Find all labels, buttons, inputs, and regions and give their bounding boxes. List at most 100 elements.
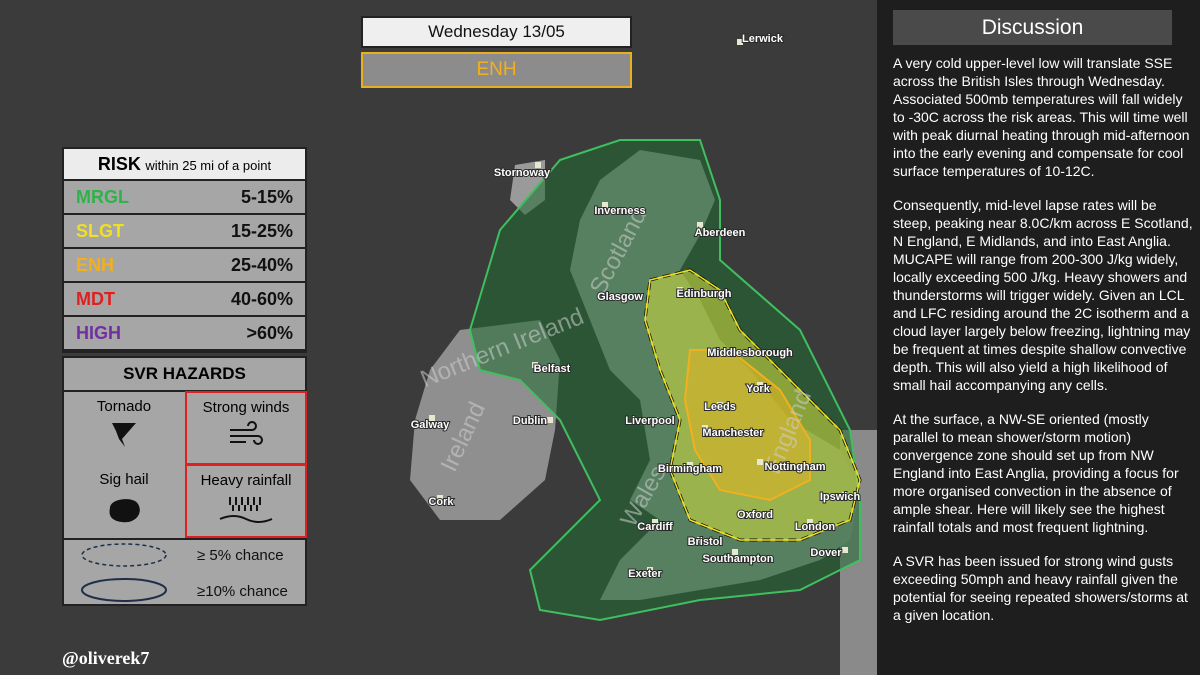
discussion-paragraph: At the surface, a NW-SE oriented (mostly…: [893, 411, 1179, 535]
risk-range: 15-25%: [230, 220, 293, 241]
place-dot: [807, 519, 813, 525]
hazards-panel: SVR HAZARDS Tornado Strong winds Sig hai…: [62, 356, 307, 606]
hail-icon: [109, 499, 140, 523]
place-label: Lerwick: [742, 33, 784, 45]
place-dot: [697, 222, 703, 228]
hazard-label: Sig hail: [99, 471, 149, 488]
discussion-paragraph: Consequently, mid-level lapse rates will…: [893, 197, 1193, 393]
place-dot: [717, 402, 723, 408]
legend-dashed: [81, 543, 167, 567]
place-dot: [652, 519, 658, 525]
discussion-text: A very cold upper-level low will transla…: [893, 54, 1193, 640]
level-box: ENH: [361, 52, 632, 88]
place-label: Southampton: [703, 553, 774, 565]
date: Wednesday 13/05: [428, 22, 565, 41]
discussion-panel: Discussion A very cold upper-level low w…: [877, 0, 1200, 675]
place-label: Middlesborough: [707, 347, 793, 359]
risk-range: 25-40%: [230, 254, 293, 275]
slgt-outline: [644, 269, 861, 541]
place-dot: [737, 39, 743, 45]
place-dot: [757, 382, 763, 388]
risk-level: ENH: [476, 59, 517, 80]
place-label: Manchester: [702, 427, 764, 439]
risk-title: RISK: [97, 154, 141, 174]
risk-row: SLGT 15-25%: [64, 215, 305, 249]
place-label: Birmingham: [658, 463, 722, 475]
place-dot: [702, 425, 708, 431]
risk-range: 5-15%: [240, 186, 293, 207]
place-dot: [535, 162, 541, 168]
risk-range: >60%: [246, 322, 293, 343]
legend-solid: [81, 578, 167, 602]
place-label: York: [746, 383, 771, 395]
hazard-label: Strong winds: [202, 399, 290, 416]
discussion-paragraph: A very cold upper-level low will transla…: [893, 55, 1190, 179]
wind-icon: [230, 421, 263, 445]
place-label: Exeter: [628, 568, 662, 580]
hazard-cell: Sig hail: [64, 465, 184, 537]
place-label: Dover: [810, 547, 842, 559]
place-label: Cork: [428, 496, 454, 508]
place-dot: [697, 537, 703, 543]
risk-row: MDT 40-60%: [64, 283, 305, 317]
place-dot: [677, 287, 683, 293]
place-dot: [532, 362, 538, 368]
place-dot: [547, 417, 553, 423]
place-label: Oxford: [737, 509, 773, 521]
hazard-cell: Tornado: [64, 392, 184, 464]
legend-label: ≥10% chance: [197, 583, 288, 600]
rain-icon: [219, 497, 273, 523]
place-label: Cardiff: [637, 521, 673, 533]
place-label: Ipswich: [820, 491, 861, 503]
place-label: Bristol: [688, 536, 723, 548]
place-dot: [732, 549, 738, 555]
legend-label: ≥ 5% chance: [197, 547, 284, 564]
discussion-title: Discussion: [893, 10, 1172, 45]
date-box: Wednesday 13/05: [361, 16, 632, 48]
discussion-paragraph: A SVR has been issued for strong wind gu…: [893, 553, 1188, 623]
place-label: Stornoway: [494, 167, 551, 179]
place-dot: [652, 417, 658, 423]
place-dot: [647, 567, 653, 573]
hazards-title: SVR HAZARDS: [64, 358, 305, 392]
place-dot: [747, 512, 753, 518]
place-label: Dublin: [513, 415, 547, 427]
place-dot: [437, 495, 443, 501]
risk-table: MRGL 5-15% SLGT 15-25% ENH 25-40% MDT 40-60% HIG…: [62, 181, 307, 353]
place-dot: [842, 547, 848, 553]
tornado-icon: [112, 423, 136, 447]
risk-row: ENH 25-40%: [64, 249, 305, 283]
risk-category: HIGH: [76, 322, 121, 343]
risk-row: HIGH >60%: [64, 317, 305, 351]
hazard-cell: Heavy rainfall: [185, 464, 307, 538]
legend: ≥ 5% chance ≥10% chance: [81, 543, 288, 602]
place-dot: [614, 295, 620, 301]
place-label: Glasgow: [597, 291, 643, 303]
place-dot: [707, 349, 713, 355]
risk-category: ENH: [76, 254, 115, 275]
risk-range: 40-60%: [230, 288, 293, 309]
risk-row: MRGL 5-15%: [64, 181, 305, 215]
hazard-cell: Strong winds: [185, 391, 307, 465]
place-label: Leeds: [704, 401, 736, 413]
risk-header: RISK within 25 mi of a point: [62, 147, 307, 181]
divider: [64, 538, 305, 540]
place-label: Aberdeen: [695, 227, 746, 239]
enh-area: [683, 349, 811, 502]
place-dot: [842, 492, 848, 498]
hazard-label: Tornado: [96, 398, 152, 415]
place-label: Nottingham: [764, 461, 825, 473]
place-dot: [687, 462, 693, 468]
risk-category: MDT: [76, 288, 115, 309]
risk-category: MRGL: [76, 186, 129, 207]
place-label: Edinburgh: [677, 288, 732, 300]
place-dot: [602, 202, 608, 208]
hazard-label: Heavy rainfall: [200, 472, 292, 489]
place-label: London: [795, 521, 836, 533]
risk-category: SLGT: [76, 220, 124, 241]
place-label: Belfast: [534, 363, 571, 375]
place-dot: [757, 459, 763, 465]
risk-subtitle: within 25 mi of a point: [145, 158, 272, 173]
